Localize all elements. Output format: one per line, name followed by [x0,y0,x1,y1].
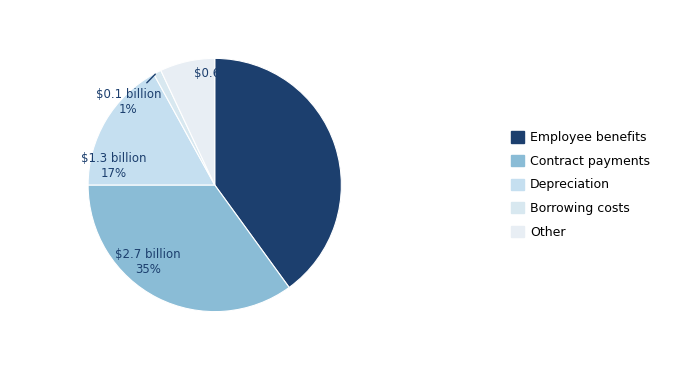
Wedge shape [215,58,341,287]
Wedge shape [88,74,215,185]
Text: $0.6 billion
7%: $0.6 billion 7% [194,67,259,95]
Legend: Employee benefits, Contract payments, Depreciation, Borrowing costs, Other: Employee benefits, Contract payments, De… [506,126,655,244]
Text: $1.3 billion
17%: $1.3 billion 17% [80,152,146,179]
Text: $2.7 billion
35%: $2.7 billion 35% [115,249,180,276]
Wedge shape [154,70,215,185]
Wedge shape [88,185,289,312]
Text: $3.0 billion
40%: $3.0 billion 40% [268,165,334,193]
Text: $0.1 billion
1%: $0.1 billion 1% [95,74,161,115]
Wedge shape [161,58,215,185]
